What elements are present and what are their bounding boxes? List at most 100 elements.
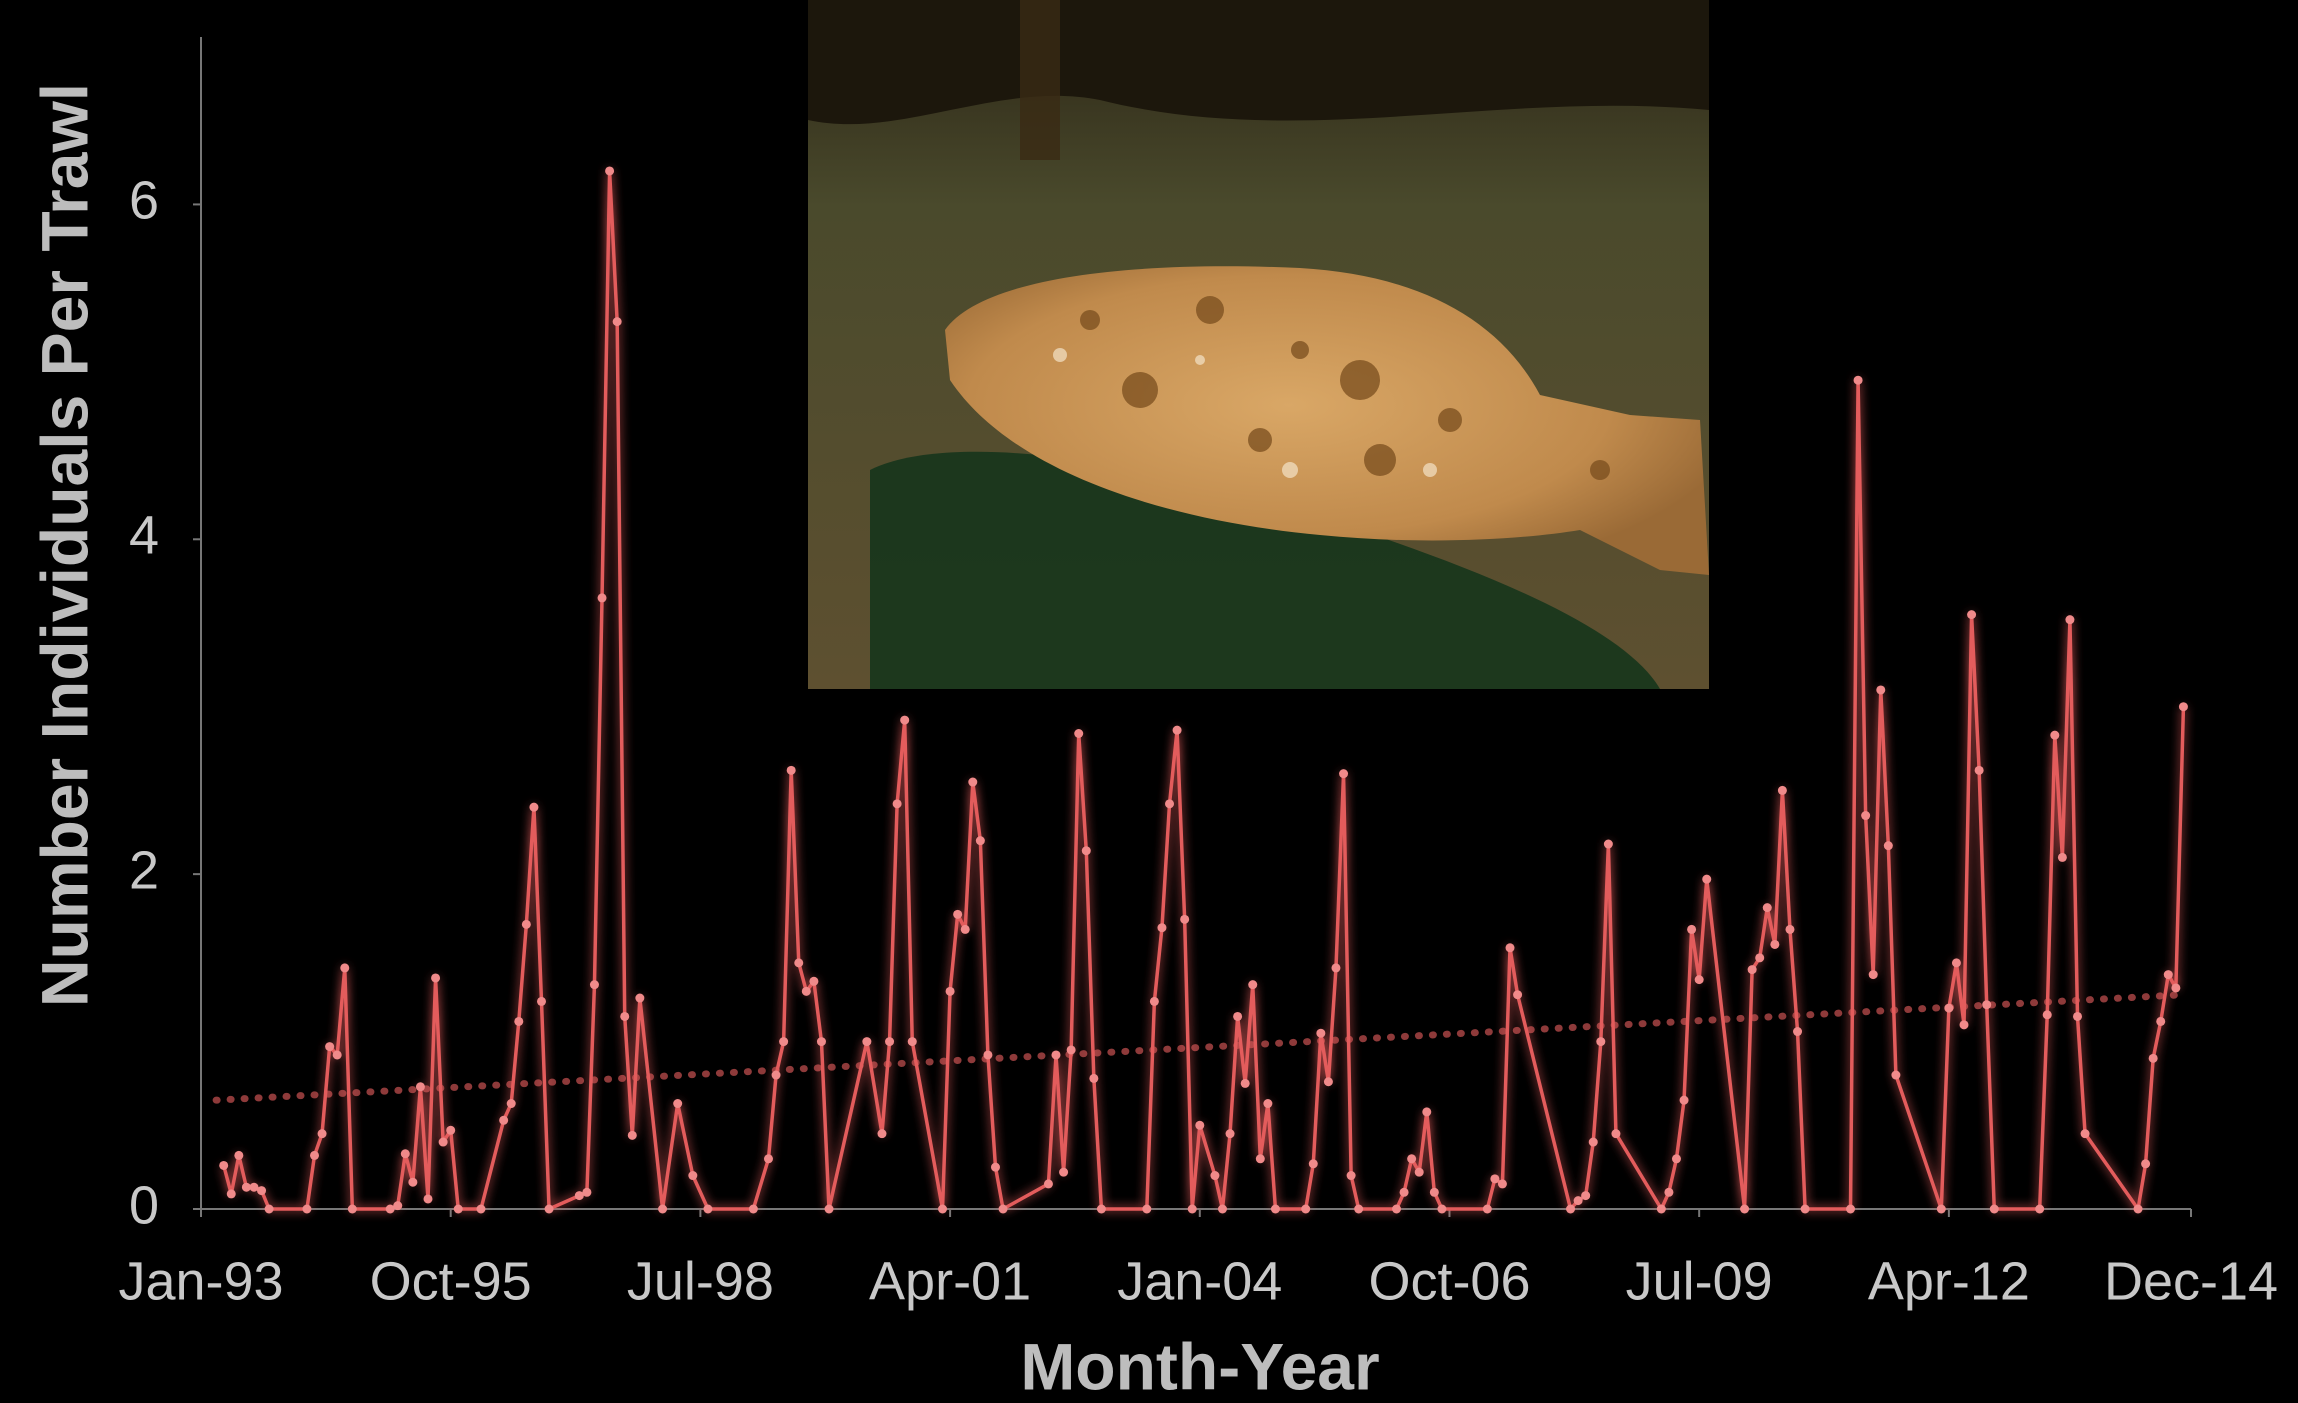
data-point [1861, 811, 1871, 821]
y-tick-label: 4 [129, 506, 159, 566]
data-point [809, 976, 819, 986]
data-point [620, 1011, 630, 1021]
data-point [1982, 1000, 1992, 1010]
data-point [1603, 839, 1613, 849]
data-point [1497, 1179, 1507, 1189]
data-point [862, 1037, 872, 1047]
data-point [574, 1191, 584, 1201]
data-point [1240, 1078, 1250, 1088]
data-point [1142, 1204, 1152, 1214]
data-point [763, 1154, 773, 1164]
data-point [1891, 1070, 1901, 1080]
data-point [1323, 1077, 1333, 1087]
data-point [1755, 953, 1765, 963]
data-point [529, 802, 539, 812]
data-point [627, 1130, 637, 1140]
data-point [688, 1171, 698, 1181]
data-point [1414, 1167, 1424, 1177]
data-point [1656, 1204, 1666, 1214]
data-point [1588, 1137, 1598, 1147]
data-point [1354, 1204, 1364, 1214]
data-point [612, 317, 622, 327]
data-point [1066, 1045, 1076, 1055]
data-point [2057, 852, 2067, 862]
data-point [1180, 914, 1190, 924]
data-point [1225, 1129, 1235, 1139]
data-point [438, 1137, 448, 1147]
y-axis-title: Number Individuals Per Trawl [27, 83, 101, 1007]
data-point [2148, 1053, 2158, 1063]
trend-line [212, 991, 2187, 1104]
data-point [1248, 980, 1258, 990]
data-point [2073, 1011, 2083, 1021]
data-point [1611, 1129, 1621, 1139]
data-point [1747, 965, 1757, 975]
data-point [234, 1150, 244, 1160]
x-tick-label: Jul-09 [1626, 1251, 1773, 1311]
data-point [1429, 1187, 1439, 1197]
data-point [249, 1182, 259, 1192]
data-point [1513, 990, 1523, 1000]
data-point [257, 1186, 267, 1196]
data-point [968, 777, 978, 787]
data-point [2050, 730, 2060, 740]
data-point [2163, 970, 2173, 980]
x-tick-label: Jan-04 [1117, 1251, 1282, 1311]
data-point [431, 973, 441, 983]
data-point [1263, 1099, 1273, 1109]
data-point [476, 1204, 486, 1214]
data-point [1974, 765, 1984, 775]
data-point [1777, 785, 1787, 795]
data-point [1566, 1204, 1576, 1214]
data-point [1573, 1196, 1583, 1206]
photo [808, 0, 1709, 689]
data-point [907, 1037, 917, 1047]
y-tick-label: 6 [129, 171, 159, 231]
data-point [219, 1160, 229, 1170]
data-point [877, 1129, 887, 1139]
data-point [1308, 1159, 1318, 1169]
data-point [582, 1187, 592, 1197]
data-point [1195, 1120, 1205, 1130]
data-point [801, 986, 811, 996]
data-point [1339, 769, 1349, 779]
data-point [1694, 975, 1704, 985]
data-point [332, 1050, 342, 1060]
data-point [703, 1204, 713, 1214]
data-point [1868, 970, 1878, 980]
data-point [1081, 846, 1091, 856]
data-point [1944, 1003, 1954, 1013]
x-tick-label: Apr-12 [1868, 1251, 2030, 1311]
data-point [1702, 874, 1712, 884]
data-point [241, 1182, 251, 1192]
data-point [892, 799, 902, 809]
data-point [1399, 1187, 1409, 1197]
data-point [506, 1099, 516, 1109]
data-point [1043, 1179, 1053, 1189]
data-point [2178, 702, 2188, 712]
data-point [748, 1204, 758, 1214]
data-point [1096, 1204, 1106, 1214]
data-point [1051, 1050, 1061, 1060]
data-point [1331, 963, 1341, 973]
data-point [2133, 1204, 2143, 1214]
data-point [1883, 841, 1893, 851]
data-point [1217, 1204, 1227, 1214]
data-point [415, 1082, 425, 1092]
data-point [2035, 1204, 2045, 1214]
data-point [1740, 1204, 1750, 1214]
data-point [960, 924, 970, 934]
data-point [1187, 1204, 1197, 1214]
data-point [423, 1194, 433, 1204]
plot-area: 0 2 4 6 Jan-93 Oct-95 Jul-98 Apr-01 Jan-04 Oct-06… [118, 37, 2278, 1311]
data-point [1671, 1154, 1681, 1164]
data-point [1664, 1187, 1674, 1197]
data-point [1270, 1204, 1280, 1214]
data-point [347, 1204, 357, 1214]
data-point [385, 1204, 395, 1214]
data-point [1581, 1191, 1591, 1201]
data-point [1346, 1171, 1356, 1181]
data-point [1210, 1171, 1220, 1181]
data-point [1255, 1154, 1265, 1164]
x-tick-label: Jul-98 [627, 1251, 774, 1311]
